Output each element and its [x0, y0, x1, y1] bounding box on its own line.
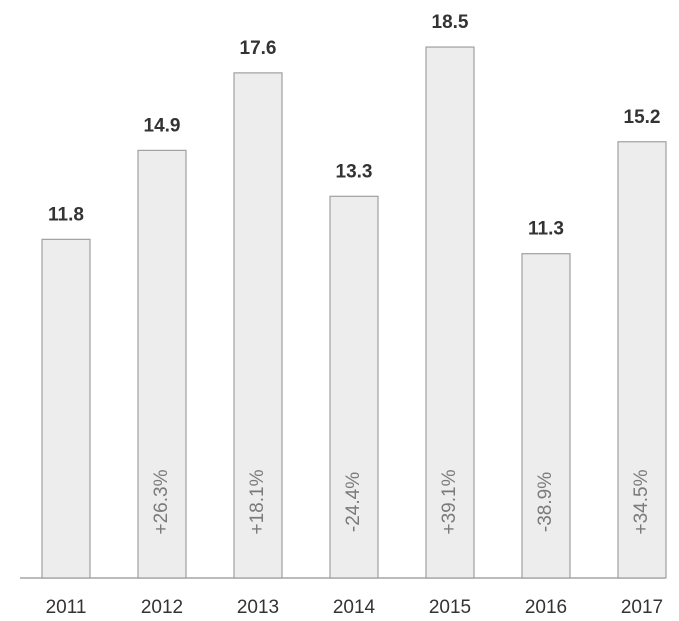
- value-label: 14.9: [144, 115, 181, 136]
- value-label: 11.8: [48, 204, 84, 225]
- x-tick-label: 2013: [237, 597, 279, 618]
- change-label: -24.4%: [343, 472, 364, 532]
- x-tick-label: 2014: [333, 597, 376, 618]
- x-tick-label: 2015: [429, 597, 471, 618]
- x-tick-label: 2016: [525, 597, 567, 618]
- value-label: 17.6: [240, 38, 277, 59]
- value-label: 11.3: [528, 219, 564, 240]
- bar: [137, 149, 187, 579]
- bar: [41, 238, 91, 579]
- value-label: 13.3: [336, 161, 373, 182]
- change-label: +26.3%: [151, 469, 172, 534]
- bar: [425, 46, 475, 579]
- bar: [521, 253, 571, 579]
- change-label: +18.1%: [247, 469, 268, 534]
- x-tick-label: 2017: [621, 597, 663, 618]
- x-tick-label: 2011: [46, 597, 87, 618]
- bar: [329, 195, 379, 579]
- value-label: 18.5: [432, 12, 469, 33]
- change-label: +39.1%: [439, 469, 460, 534]
- bar: [617, 141, 667, 579]
- x-tick-label: 2012: [141, 597, 183, 618]
- change-label: -38.9%: [535, 472, 556, 532]
- change-label: +34.5%: [631, 469, 652, 534]
- bar: [233, 72, 283, 579]
- value-label: 15.2: [624, 107, 661, 128]
